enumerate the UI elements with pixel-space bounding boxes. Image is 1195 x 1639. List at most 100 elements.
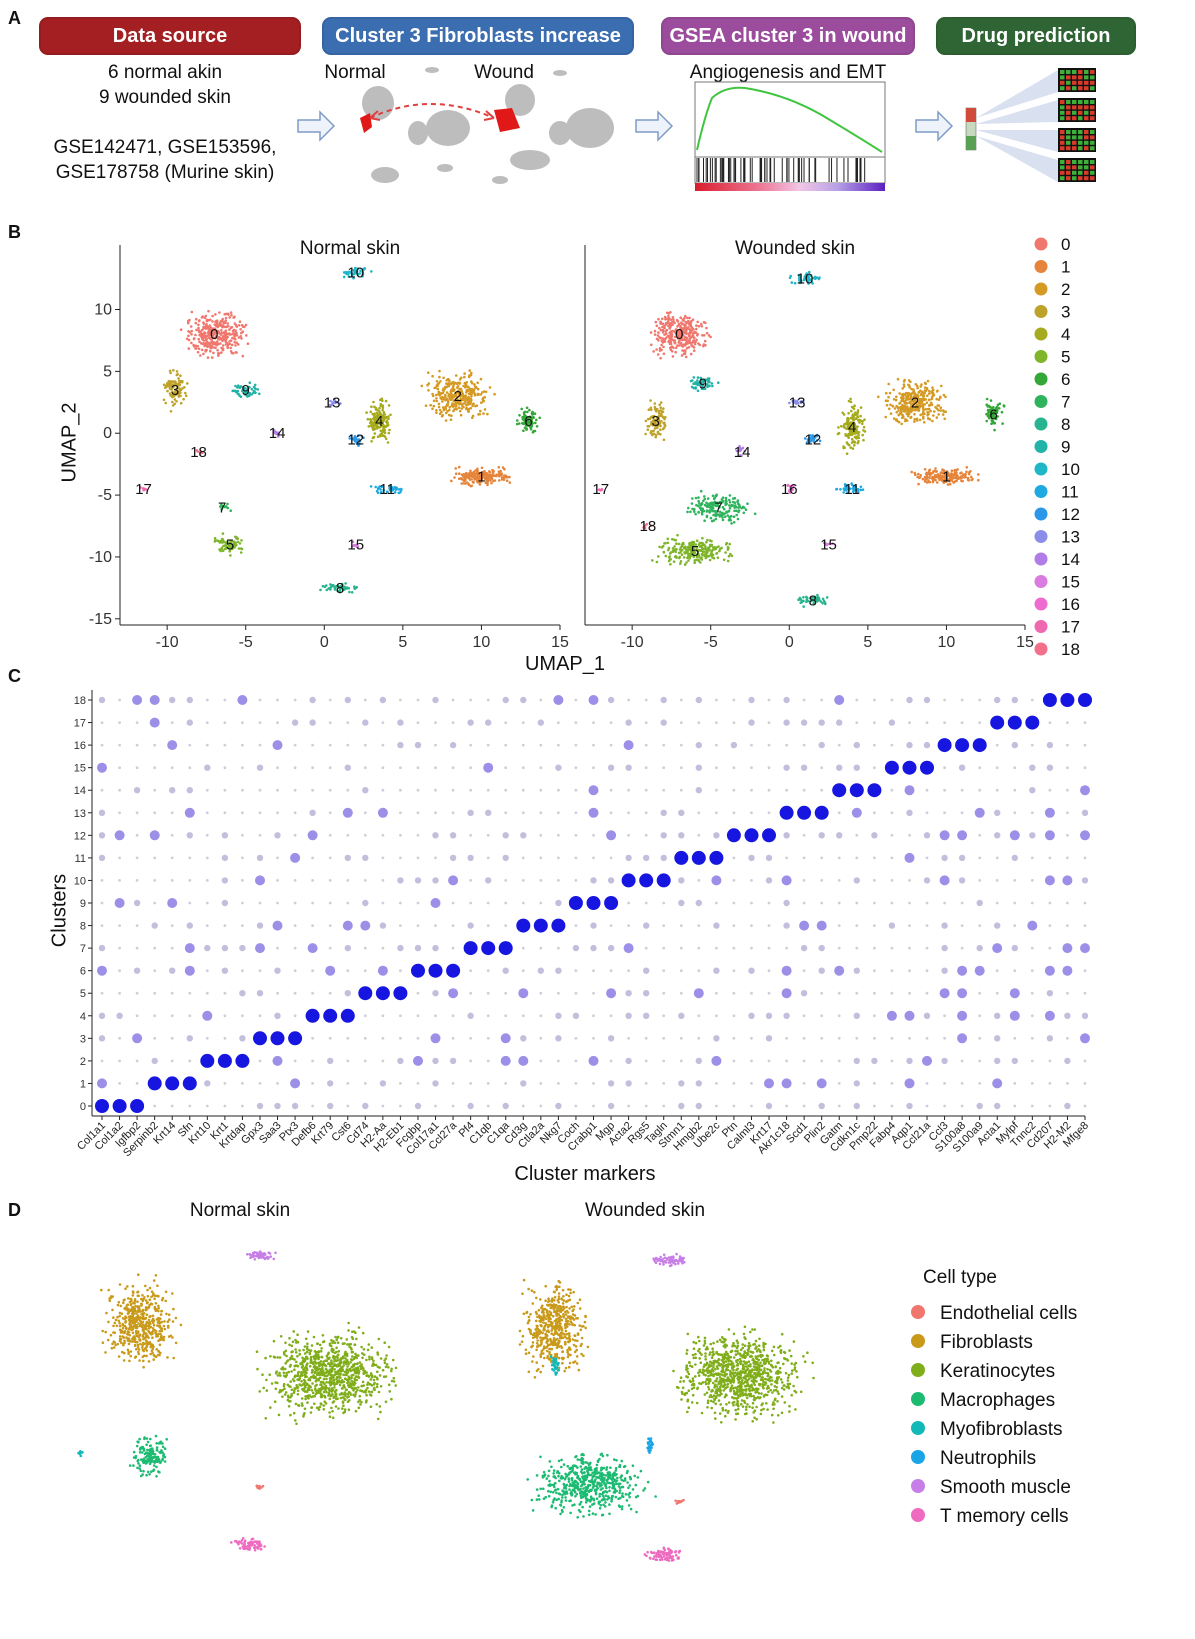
dotplot-dot (170, 1014, 174, 1018)
umap-cluster-label: 7 (714, 499, 722, 516)
dotplot-dot (818, 944, 825, 952)
dotplot-dot (941, 1057, 948, 1065)
dotplot-dot (890, 743, 894, 747)
dotplot-dot (451, 924, 455, 927)
dotplot-dot (416, 1036, 420, 1040)
umap-point (444, 407, 448, 411)
dotplot-dot (276, 991, 279, 995)
dotplot-dot (925, 856, 929, 860)
dotplot-dot (1011, 944, 1018, 952)
umap-point (169, 382, 172, 385)
dotplot-dot (205, 901, 209, 905)
dotplot-dot (258, 788, 262, 792)
umap-point (466, 385, 470, 389)
dotplot-dot (241, 1014, 244, 1018)
dotplot-dot (1048, 856, 1052, 860)
umap-point (655, 337, 659, 341)
dotplot-dot (662, 1014, 666, 1018)
umap-point (199, 332, 203, 335)
dotplot-dot (855, 1036, 859, 1040)
umap-point (915, 419, 919, 422)
dotplot-dot (469, 1036, 472, 1040)
dotplot-dot (1030, 1104, 1034, 1108)
dotplot-dot (802, 1082, 806, 1085)
umap-point (850, 409, 853, 413)
drug-grid-cell (1078, 140, 1083, 145)
umap-point (671, 355, 675, 358)
legend-cluster-swatch (1034, 350, 1048, 363)
dotplot-dot (293, 969, 297, 973)
dotplot-dot (1083, 991, 1087, 995)
dotplot-dot (750, 1059, 753, 1063)
umap-point (244, 323, 248, 327)
dotplot-dot (288, 1031, 303, 1046)
umap-point (351, 540, 355, 544)
umap-point (208, 342, 211, 346)
dotplot-dot (276, 698, 279, 702)
dotplot-dot (1046, 741, 1054, 749)
umap-point (379, 413, 383, 416)
dotplot-dot (256, 1102, 264, 1110)
dotplot-dot (467, 1102, 474, 1110)
umap-point (687, 319, 690, 323)
dotplot-dot (939, 875, 950, 886)
dotplot-dot (802, 879, 806, 882)
umap-point (933, 469, 937, 473)
dotplot-dot (1083, 1059, 1087, 1063)
umap-point (498, 474, 501, 478)
umap-point (933, 410, 936, 413)
dotplot-dot (662, 991, 666, 995)
dotplot-dot (890, 946, 894, 950)
umap-point (367, 425, 371, 428)
umap-point (931, 419, 934, 423)
dotplot-dot (327, 1080, 334, 1087)
dotplot-dot (978, 833, 982, 837)
dotplot-dot (118, 1082, 121, 1085)
drug-grid-cell (1066, 130, 1071, 134)
dotplot-dot (153, 856, 157, 860)
umap-point (927, 417, 930, 420)
dotplot-dot (328, 811, 332, 815)
dotplot-dot (802, 1104, 806, 1108)
dotplot-dot (574, 788, 578, 792)
umap-point (698, 506, 702, 510)
dotplot-dot (820, 766, 824, 770)
dotplot-dot (416, 924, 420, 927)
dotplot-dot (469, 743, 472, 747)
celltype-point (129, 1354, 132, 1358)
dotplot-dot (855, 856, 859, 860)
umap-point (914, 473, 917, 476)
dotplot-dot (451, 946, 455, 950)
dotplot-dot (941, 967, 948, 974)
umap-point (711, 494, 715, 498)
dotplot-dot (311, 969, 314, 973)
dotplot-dot (311, 1059, 314, 1063)
umap-point (859, 485, 863, 489)
umap-point (941, 479, 944, 483)
umap-point (448, 408, 451, 412)
dotplot-dot (293, 1014, 297, 1018)
drug-grid-cell (1060, 130, 1065, 134)
umap-point (342, 275, 346, 279)
dotplot-dot (516, 918, 531, 933)
dotplot-dot (592, 1036, 595, 1040)
dotplot-cluster-label: 13 (74, 808, 86, 820)
dotplot-dot (170, 833, 174, 837)
dotplot-dot (855, 991, 859, 995)
umap-point (221, 319, 224, 323)
dotplot-dot (100, 1059, 104, 1063)
umap-point (946, 470, 949, 473)
dotplot-dot (205, 721, 209, 724)
umap-point (455, 408, 459, 411)
dotplot-dot (205, 879, 209, 882)
dotplot-dot (1030, 969, 1034, 973)
umap-point (683, 331, 687, 335)
dotplot-dot (732, 721, 736, 724)
dotplot-dot (169, 787, 176, 794)
dotplot-dot (574, 721, 578, 724)
umap-point (379, 429, 383, 433)
dotplot-dot (678, 1102, 685, 1110)
dotplot-dot (1048, 946, 1052, 950)
celltype-point (124, 1321, 127, 1324)
umap-point (646, 428, 650, 431)
